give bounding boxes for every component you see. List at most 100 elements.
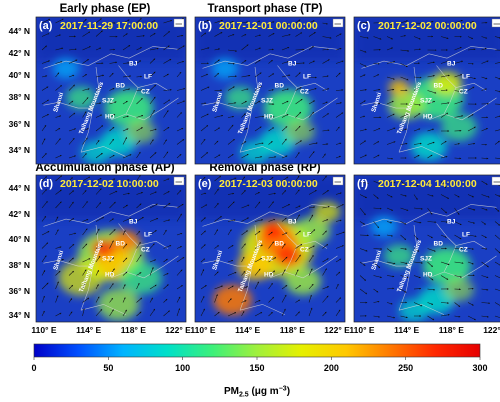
city-label: SJZ [420,255,432,262]
wind-arrow [200,269,205,276]
panel-timestamp: 2017-12-02 10:00:00 [60,178,159,190]
wind-arrow [109,229,116,236]
wind-arrow [481,180,488,185]
panel-frame [194,16,346,165]
lon-tick: 118° E [439,325,464,335]
wind-arrow [359,261,366,266]
wind-arrow [322,268,327,276]
colorbar-label: PM2.5 (μg m−3) [224,386,290,399]
boundary-line [428,223,457,279]
wind-arrow [335,192,342,195]
wind-arrow [41,138,46,145]
wind-arrow [41,153,47,159]
wind-arrow [214,216,222,222]
wind-arrow [41,18,51,24]
wind-arrow [440,140,447,145]
wind-arrow [109,240,114,249]
wind-arrow [122,284,126,290]
wind-arrow [335,155,341,159]
boundary-line [239,146,286,157]
wind-arrow [494,76,500,80]
wind-arrow [136,47,142,51]
wind-arrow [481,60,489,64]
wind-arrow [95,178,102,182]
wind-arrow [454,46,462,51]
wind-arrow [227,245,234,249]
wind-arrow [386,261,396,265]
pm25-hotspot [384,244,414,268]
wind-arrow [281,256,288,263]
wind-arrow [95,18,102,24]
wind-arrow [308,20,315,24]
wind-arrow [281,243,286,249]
wind-arrow [335,89,344,91]
wind-arrow [281,190,287,195]
wind-arrow [227,219,236,222]
lon-tick: 110° E [349,325,374,335]
wind-arrow [227,201,235,209]
wind-arrow [322,230,327,236]
wind-arrow [163,229,167,236]
wind-arrow [136,60,142,64]
lon-tick: 122° E [165,325,191,335]
wind-arrow [281,294,287,303]
wind-arrow [82,176,91,182]
wind-arrow [200,138,206,145]
wind-arrow [82,111,87,118]
wind-arrow [335,271,341,276]
wind-arrow [308,142,318,145]
wind-arrow [454,207,460,215]
wind-arrow [241,310,245,317]
wind-arrow [281,269,286,276]
wind-arrow [308,268,313,276]
wind-arrow [109,218,114,222]
wind-arrow [227,102,237,105]
wind-arrow [176,60,185,64]
province-boundaries [361,204,497,315]
wind-arrow [281,46,290,51]
wind-arrow [308,179,316,182]
wind-arrow [373,36,382,40]
panel-frame [353,16,500,165]
lon-tick: 114° E [76,325,101,335]
city-label: HD [423,113,433,120]
wind-arrow [440,194,450,199]
wind-arrow [481,194,490,198]
colorbar-tick-label: 50 [103,363,113,373]
wind-arrow [359,63,367,67]
wind-arrow [200,86,210,91]
boundary-line [43,204,179,227]
wind-arrow [55,216,59,222]
wind-arrow [254,244,263,249]
wind-arrow [163,31,170,37]
wind-arrow [281,34,291,37]
wind-arrow [136,203,142,209]
lat-tick: 40° N [9,70,30,80]
wind-arrow [68,84,75,91]
wind-arrow [82,243,88,249]
wind-arrow [268,127,275,132]
wind-arrow [82,269,87,276]
pm25-hotspot [388,91,425,120]
city-label: BD [116,83,126,90]
city-label: CZ [141,88,150,95]
province-boundaries [43,46,179,157]
wind-arrow [241,113,246,118]
wind-arrow [200,217,206,222]
wind-arrow [494,248,500,254]
wind-arrow [136,18,142,24]
wind-arrow [95,74,105,78]
wind-arrow [254,219,264,222]
wind-arrow [68,100,74,105]
panel-timestamp: 2017-12-03 00:00:00 [219,178,318,190]
wind-arrow [386,88,395,91]
wind-arrow [95,202,101,209]
wind-arrow [82,97,89,105]
wind-arrow [322,36,332,39]
wind-arrow [82,31,91,37]
wind-arrow [163,151,169,159]
wind-arrow [122,192,130,195]
wind-arrow [413,180,419,187]
wind-arrow [413,128,421,132]
wind-arrow [413,113,421,118]
